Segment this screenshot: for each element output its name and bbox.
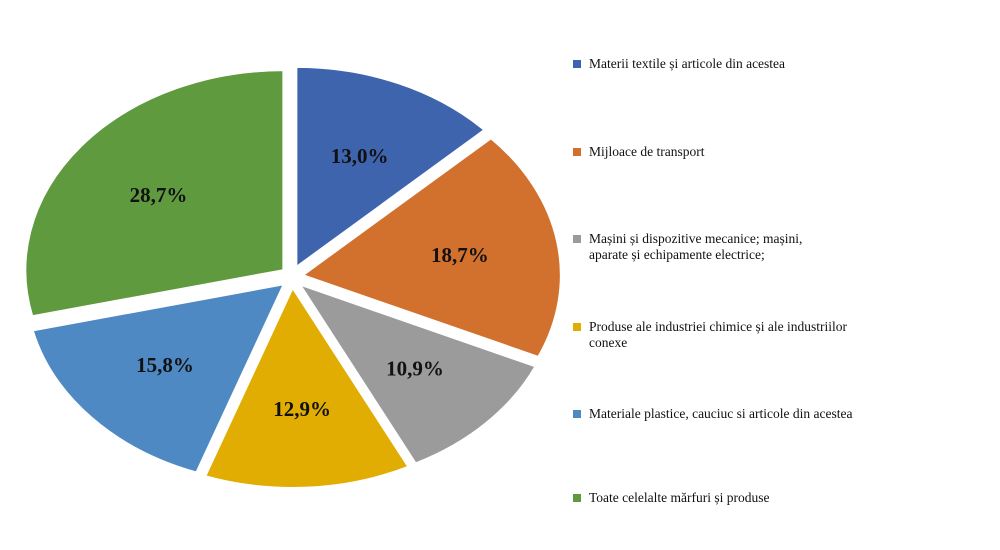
data-label: 18,7% — [431, 243, 489, 267]
legend-label: Mașini și dispozitive mecanice; mașini, … — [589, 231, 803, 262]
legend-label: Produse ale industriei chimice și ale in… — [589, 319, 847, 350]
pie-slice — [31, 282, 286, 474]
legend-item: Materiale plastice, cauciuc si articole … — [573, 406, 879, 422]
pie-slice — [203, 285, 410, 489]
legend-swatch — [573, 323, 581, 331]
legend-swatch — [573, 235, 581, 243]
legend-label: Materii textile și articole din acestea — [589, 56, 786, 71]
legend-label: Materiale plastice, cauciuc si articole … — [589, 406, 853, 421]
pie-slice — [295, 65, 487, 269]
data-label: 28,7% — [130, 183, 188, 207]
legend-item: Produse ale industriei chimice și ale in… — [573, 319, 879, 351]
pie-chart: 13,0% 18,7% 10,9% 12,9% 15,8% 28,7% — [24, 65, 562, 489]
data-label: 10,9% — [386, 356, 444, 380]
data-label: 15,8% — [136, 353, 194, 377]
legend-swatch — [573, 494, 581, 502]
legend-swatch — [573, 60, 581, 68]
legend-label: Mijloace de transport — [589, 144, 705, 159]
pie-slice — [297, 282, 537, 465]
legend-label: Toate celelalte mărfuri și produse — [589, 490, 770, 505]
data-label: 13,0% — [331, 144, 389, 168]
legend-item: Mașini și dispozitive mecanice; mașini, … — [573, 231, 839, 263]
legend-swatch — [573, 148, 581, 156]
legend-item: Materii textile și articole din acestea — [573, 56, 889, 72]
legend-item: Toate celelalte mărfuri și produse — [573, 490, 889, 506]
legend-swatch — [573, 410, 581, 418]
data-label: 12,9% — [273, 397, 331, 421]
pie-slice — [300, 137, 562, 359]
legend-item: Mijloace de transport — [573, 144, 889, 160]
pie-slice — [24, 69, 285, 318]
